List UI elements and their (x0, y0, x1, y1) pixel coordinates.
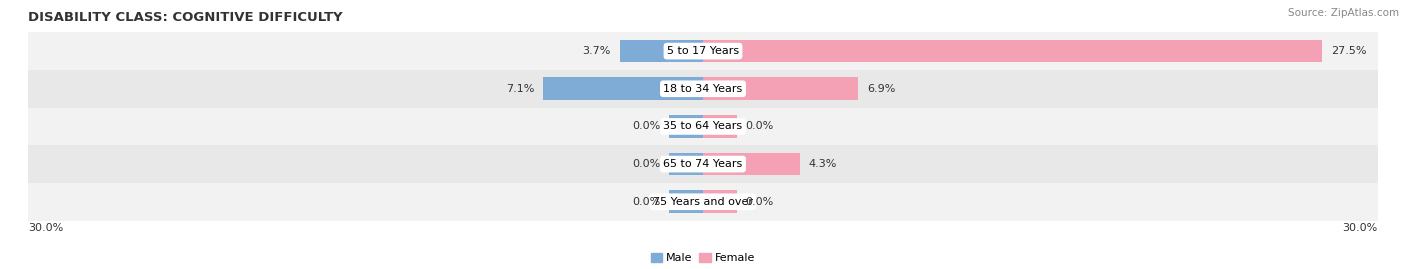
Text: 7.1%: 7.1% (506, 84, 534, 94)
Bar (703, 77, 858, 100)
Text: 6.9%: 6.9% (868, 84, 896, 94)
Text: 3.7%: 3.7% (582, 46, 610, 56)
Text: 0.0%: 0.0% (633, 159, 661, 169)
Bar (620, 40, 703, 62)
Bar (28, 183, 1378, 221)
Text: 35 to 64 Years: 35 to 64 Years (664, 121, 742, 132)
Bar (669, 190, 703, 213)
Text: Source: ZipAtlas.com: Source: ZipAtlas.com (1288, 8, 1399, 18)
Bar (543, 77, 703, 100)
Bar (669, 115, 703, 138)
Bar (28, 32, 1378, 70)
Bar (28, 145, 1378, 183)
Bar (669, 153, 703, 175)
Text: 4.3%: 4.3% (808, 159, 837, 169)
Bar (28, 70, 1378, 108)
Bar (28, 108, 1378, 145)
Text: 18 to 34 Years: 18 to 34 Years (664, 84, 742, 94)
Text: 0.0%: 0.0% (633, 197, 661, 207)
Text: 65 to 74 Years: 65 to 74 Years (664, 159, 742, 169)
Bar (703, 190, 737, 213)
Text: 0.0%: 0.0% (633, 121, 661, 132)
Text: 0.0%: 0.0% (745, 197, 773, 207)
Bar (703, 153, 800, 175)
Text: 0.0%: 0.0% (745, 121, 773, 132)
Legend: Male, Female: Male, Female (647, 248, 759, 268)
Bar (703, 115, 737, 138)
Text: 5 to 17 Years: 5 to 17 Years (666, 46, 740, 56)
Text: 30.0%: 30.0% (28, 223, 63, 233)
Text: 30.0%: 30.0% (1343, 223, 1378, 233)
Text: 75 Years and over: 75 Years and over (652, 197, 754, 207)
Text: DISABILITY CLASS: COGNITIVE DIFFICULTY: DISABILITY CLASS: COGNITIVE DIFFICULTY (28, 11, 343, 24)
Bar (703, 40, 1322, 62)
Text: 27.5%: 27.5% (1330, 46, 1367, 56)
